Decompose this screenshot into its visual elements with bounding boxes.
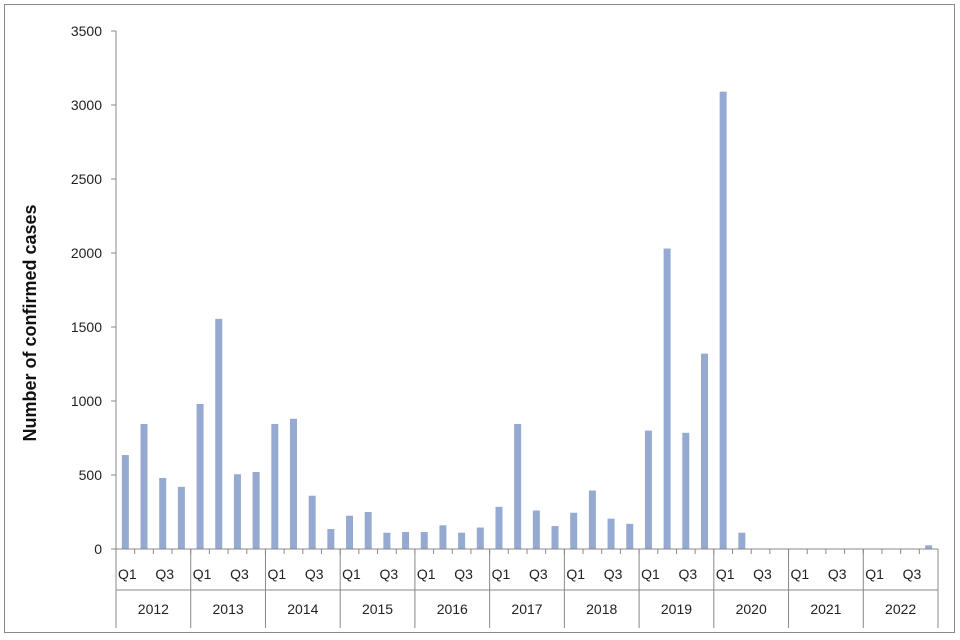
quarter-label: Q3: [305, 566, 324, 582]
bar: [925, 545, 933, 549]
quarter-label: Q1: [492, 566, 511, 582]
bar: [682, 432, 690, 549]
quarter-label: Q3: [903, 566, 922, 582]
bar: [196, 403, 204, 549]
y-axis: 0 500 1000 1500 2000 2500 3000 3500: [71, 23, 117, 557]
quarter-label: Q3: [753, 566, 772, 582]
quarter-label: Q3: [604, 566, 623, 582]
bars: [121, 91, 933, 550]
quarter-label: Q1: [566, 566, 585, 582]
quarter-label: Q3: [380, 566, 399, 582]
y-tick-label: 0: [94, 541, 102, 557]
quarter-label: Q3: [529, 566, 548, 582]
bar: [532, 510, 540, 549]
year-label: 2020: [736, 601, 767, 617]
bar: [607, 518, 615, 549]
bar: [570, 512, 578, 549]
quarter-label: Q1: [641, 566, 660, 582]
year-label: 2017: [511, 601, 542, 617]
bar: [383, 532, 391, 549]
bar: [308, 495, 316, 549]
bar: [271, 423, 279, 549]
bar: [121, 455, 129, 549]
year-label: 2015: [362, 601, 393, 617]
bar: [402, 531, 410, 549]
y-tick-label: 2500: [71, 171, 102, 187]
y-tick-label: 500: [79, 467, 103, 483]
year-label: 2021: [810, 601, 841, 617]
quarter-label: Q3: [230, 566, 249, 582]
bar: [644, 430, 652, 549]
bar: [420, 531, 428, 549]
quarter-label: Q1: [118, 566, 137, 582]
year-label: 2013: [213, 601, 244, 617]
bar: [495, 506, 503, 549]
year-label: 2018: [586, 601, 617, 617]
bar: [719, 91, 727, 550]
year-label: 2012: [138, 601, 169, 617]
bar: [140, 423, 148, 549]
bar: [626, 523, 634, 549]
bar: [364, 512, 372, 549]
year-label: 2014: [287, 601, 318, 617]
y-tick-label: 2000: [71, 245, 102, 261]
bar: [289, 418, 297, 549]
quarter-label: Q1: [193, 566, 212, 582]
y-tick-label: 1000: [71, 393, 102, 409]
year-label: 2022: [885, 601, 916, 617]
quarter-label: Q3: [678, 566, 697, 582]
quarter-label: Q1: [342, 566, 361, 582]
y-tick-label: 3500: [71, 23, 102, 39]
quarter-label: Q3: [454, 566, 473, 582]
year-label: 2019: [661, 601, 692, 617]
quarter-label: Q3: [155, 566, 174, 582]
bar: [252, 472, 260, 549]
y-tick-label: 1500: [71, 319, 102, 335]
bar: [551, 526, 559, 549]
bar: [439, 525, 447, 549]
x-axis: Q1 Q3 Q1 Q3 Q1 Q3 Q1 Q3 Q1 Q3 Q1 Q3 Q1 Q3 Q1 Q3 Q1 Q3 Q1 Q3…: [115, 548, 939, 628]
bar: [215, 318, 223, 549]
bar: [159, 477, 167, 549]
bar: [177, 486, 185, 549]
bar: [476, 527, 484, 549]
quarter-label: Q1: [716, 566, 735, 582]
quarter-label: Q3: [828, 566, 847, 582]
bar: [700, 353, 708, 549]
y-axis-label: Number of confirmed cases: [20, 204, 40, 441]
quarter-label: Q1: [267, 566, 286, 582]
bar: [663, 248, 671, 549]
bar: [327, 529, 335, 549]
bar: [233, 474, 241, 549]
y-tick-label: 3000: [71, 97, 102, 113]
quarter-label: Q1: [791, 566, 810, 582]
bar: [738, 532, 746, 549]
bar: [588, 490, 596, 549]
bar: [346, 515, 354, 549]
bar: [514, 423, 522, 549]
bar: [458, 532, 466, 549]
year-label: 2016: [437, 601, 468, 617]
quarter-label: Q1: [865, 566, 884, 582]
quarter-label: Q1: [417, 566, 436, 582]
